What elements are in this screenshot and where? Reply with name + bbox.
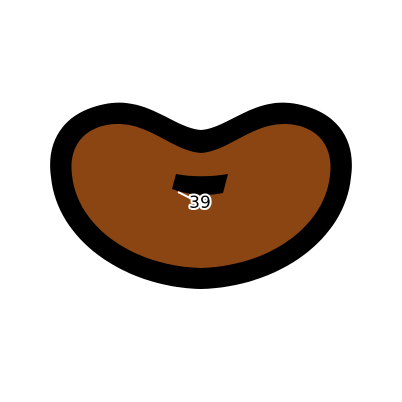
bean-body [71, 123, 331, 268]
bean-piece[interactable]: 39 [50, 102, 352, 289]
label-pointer [177, 191, 191, 199]
bean-number-label: 39 [189, 193, 211, 213]
bean-notch [172, 174, 228, 195]
